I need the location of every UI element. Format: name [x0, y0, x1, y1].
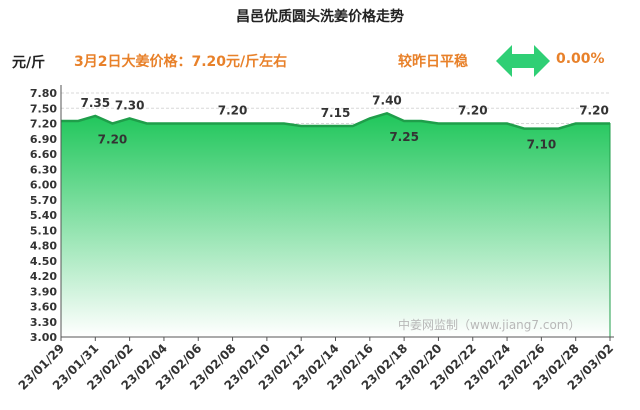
price-note: 3月2日大姜价格：7.20元/斤左右 [74, 54, 288, 70]
y-tick-label: 3.30 [30, 316, 57, 329]
unit-label: 元/斤 [12, 55, 46, 71]
y-tick-label: 5.10 [30, 224, 57, 237]
price-line [61, 111, 610, 130]
y-tick-label: 6.60 [30, 148, 57, 161]
y-tick-label: 5.70 [30, 194, 57, 207]
y-tick-label: 4.20 [30, 270, 57, 283]
data-label: 7.10 [527, 138, 557, 152]
y-tick-label: 7.50 [30, 102, 57, 115]
double-arrow-icon [496, 45, 550, 77]
data-label: 7.20 [579, 104, 609, 118]
y-tick-label: 4.80 [30, 240, 57, 253]
watermark: 中姜网监制（www.jiang7.com） [398, 318, 581, 332]
y-tick-label: 5.40 [30, 209, 57, 222]
y-tick-label: 3.90 [30, 285, 57, 298]
y-tick-label: 6.00 [30, 179, 57, 192]
compare-value: 0.00% [556, 51, 605, 67]
data-label: 7.15 [321, 106, 351, 120]
y-tick-label: 6.90 [30, 133, 57, 146]
data-label: 7.40 [372, 93, 402, 107]
data-label: 7.35 [81, 96, 111, 110]
data-label: 7.20 [458, 104, 488, 118]
data-label: 7.20 [98, 133, 128, 147]
y-tick-label: 4.50 [30, 255, 57, 268]
compare-label: 较昨日平稳 [398, 54, 468, 70]
y-tick-label: 7.20 [30, 118, 57, 131]
data-label: 7.25 [389, 130, 419, 144]
chart-title: 昌邑优质圆头洗姜价格走势 [236, 9, 404, 25]
data-label: 7.20 [218, 104, 248, 118]
y-tick-label: 7.80 [30, 87, 57, 100]
y-tick-label: 3.60 [30, 301, 57, 314]
y-tick-label: 3.00 [30, 331, 57, 344]
y-tick-label: 6.30 [30, 163, 57, 176]
data-label: 7.30 [115, 98, 145, 112]
